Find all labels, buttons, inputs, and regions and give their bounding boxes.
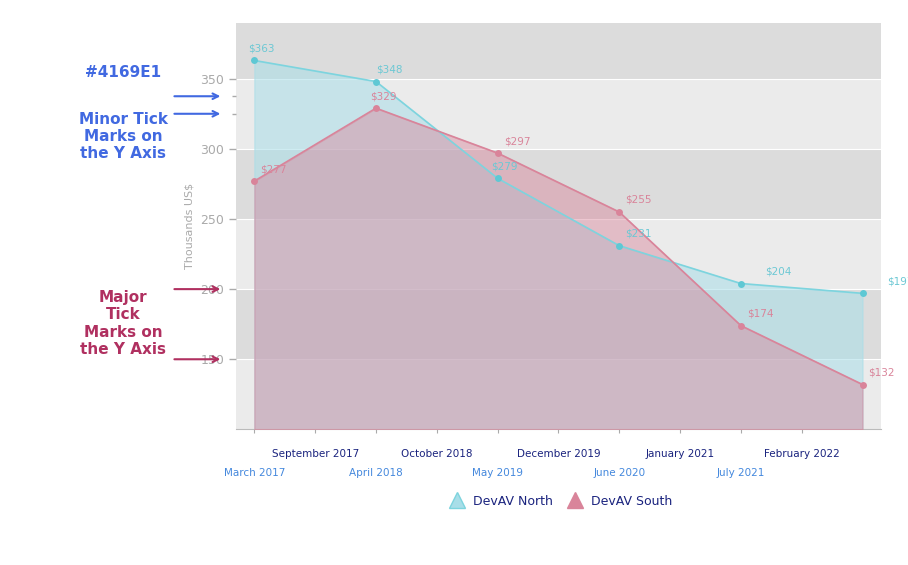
- Point: [247, 56, 262, 65]
- Text: $231: $231: [626, 229, 652, 238]
- Bar: [236, 79, 881, 149]
- Y-axis label: Thousands US$: Thousands US$: [185, 183, 195, 269]
- Text: October 2018: October 2018: [401, 449, 472, 459]
- Text: March 2017: March 2017: [223, 468, 285, 479]
- Text: $363: $363: [248, 44, 275, 54]
- Text: $204: $204: [765, 267, 792, 276]
- Text: Major
Tick
Marks on
the Y Axis: Major Tick Marks on the Y Axis: [80, 290, 166, 357]
- Point: [612, 241, 627, 250]
- Point: [369, 103, 383, 112]
- Bar: [236, 289, 881, 359]
- Text: December 2019: December 2019: [517, 449, 600, 459]
- Text: $197: $197: [887, 276, 908, 286]
- Text: $277: $277: [261, 164, 287, 174]
- Text: April 2018: April 2018: [349, 468, 403, 479]
- Point: [855, 289, 870, 298]
- Point: [369, 77, 383, 86]
- Text: Minor Tick
Marks on
the Y Axis: Minor Tick Marks on the Y Axis: [79, 112, 168, 162]
- Text: February 2022: February 2022: [764, 449, 840, 459]
- Legend: DevAV North, DevAV South: DevAV North, DevAV South: [439, 490, 677, 512]
- Point: [855, 380, 870, 389]
- Text: $329: $329: [370, 91, 397, 101]
- Bar: [236, 23, 881, 79]
- Text: $279: $279: [491, 161, 518, 171]
- Point: [612, 207, 627, 216]
- Text: $348: $348: [376, 64, 402, 75]
- Text: $255: $255: [626, 195, 652, 205]
- Text: #4169E1: #4169E1: [85, 65, 162, 80]
- Text: September 2017: September 2017: [271, 449, 359, 459]
- Text: $132: $132: [869, 367, 895, 377]
- Bar: [236, 359, 881, 429]
- Text: January 2021: January 2021: [646, 449, 715, 459]
- Point: [734, 321, 748, 330]
- Text: $297: $297: [504, 136, 530, 146]
- Point: [490, 174, 505, 183]
- Text: $174: $174: [747, 308, 774, 319]
- Point: [247, 177, 262, 186]
- Text: June 2020: June 2020: [593, 468, 646, 479]
- Point: [734, 279, 748, 288]
- Text: July 2021: July 2021: [716, 468, 765, 479]
- Bar: [236, 149, 881, 219]
- Bar: [236, 219, 881, 289]
- Point: [490, 149, 505, 158]
- Text: May 2019: May 2019: [472, 468, 523, 479]
